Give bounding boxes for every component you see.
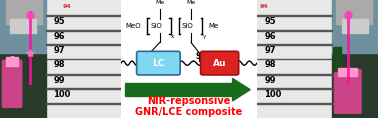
Bar (257, 88, 332, 89)
Text: S: S (148, 52, 153, 61)
Bar (6, 0, 42, 24)
Bar (46, 103, 121, 104)
FancyBboxPatch shape (335, 70, 361, 113)
Text: 100: 100 (264, 90, 282, 99)
Bar (46, 88, 121, 89)
Text: 96: 96 (264, 32, 276, 41)
Bar (257, 15, 332, 16)
Text: 99: 99 (264, 76, 276, 84)
Text: 94: 94 (259, 4, 268, 8)
Text: SiO: SiO (150, 23, 162, 29)
Bar (338, 68, 358, 76)
Text: SiO: SiO (181, 23, 193, 29)
FancyBboxPatch shape (136, 51, 180, 75)
Bar (46, 0, 121, 118)
Text: 96: 96 (53, 32, 65, 41)
Text: S: S (196, 52, 201, 61)
Bar (336, 0, 372, 24)
Bar (257, 44, 332, 45)
Text: MeO: MeO (125, 23, 141, 29)
FancyBboxPatch shape (201, 51, 239, 75)
Text: GNR/LCE composite: GNR/LCE composite (135, 107, 243, 116)
Text: LC: LC (152, 59, 164, 68)
Bar (257, 74, 332, 75)
Text: 98: 98 (264, 60, 276, 69)
Bar (333, 47, 341, 71)
Text: Me: Me (155, 0, 164, 5)
Text: x: x (171, 34, 175, 39)
Bar (46, 30, 121, 31)
Text: 94: 94 (63, 4, 72, 8)
Bar (257, 0, 332, 118)
Bar (6, 57, 18, 66)
Text: 97: 97 (264, 46, 276, 55)
Bar (332, 0, 378, 53)
Bar (332, 53, 378, 118)
FancyBboxPatch shape (2, 60, 22, 107)
Text: 99: 99 (53, 76, 65, 84)
Bar (46, 15, 121, 16)
Text: 98: 98 (53, 60, 65, 69)
Text: Me: Me (186, 0, 196, 5)
Text: 95: 95 (53, 17, 65, 25)
Text: 95: 95 (264, 17, 276, 25)
Text: y: y (203, 34, 206, 39)
Bar (46, 74, 121, 75)
Bar (342, 19, 368, 33)
Bar (125, 83, 232, 96)
Bar (0, 0, 46, 53)
Text: 100: 100 (53, 90, 71, 99)
Polygon shape (232, 78, 250, 101)
Bar (10, 19, 36, 33)
Bar (46, 44, 121, 45)
Text: Me: Me (208, 23, 218, 29)
Bar (257, 103, 332, 104)
Text: Au: Au (213, 59, 226, 68)
Bar (257, 30, 332, 31)
Text: 97: 97 (53, 46, 65, 55)
Bar (0, 53, 46, 118)
Text: NIR-repsonsive: NIR-repsonsive (147, 96, 231, 106)
